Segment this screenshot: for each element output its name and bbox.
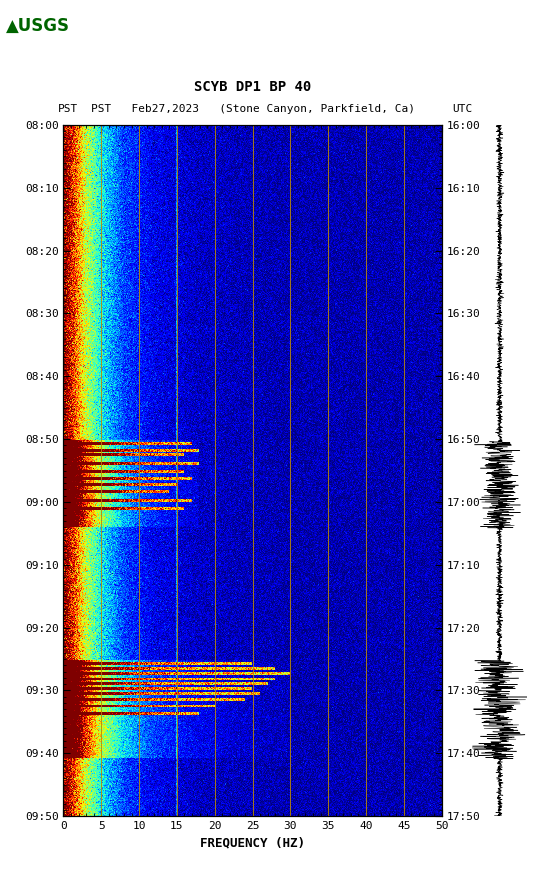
Text: PST: PST <box>58 104 78 114</box>
Text: ▲USGS: ▲USGS <box>6 17 70 35</box>
Text: PST   Feb27,2023   (Stone Canyon, Parkfield, Ca): PST Feb27,2023 (Stone Canyon, Parkfield,… <box>91 104 415 114</box>
X-axis label: FREQUENCY (HZ): FREQUENCY (HZ) <box>200 837 305 849</box>
Text: SCYB DP1 BP 40: SCYB DP1 BP 40 <box>194 79 311 94</box>
Text: UTC: UTC <box>453 104 473 114</box>
